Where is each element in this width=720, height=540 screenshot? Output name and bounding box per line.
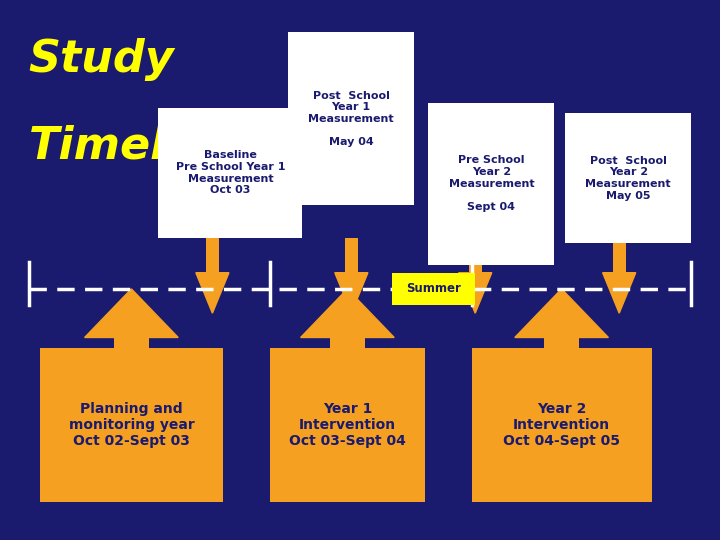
FancyBboxPatch shape xyxy=(613,238,626,273)
FancyBboxPatch shape xyxy=(288,32,414,205)
FancyBboxPatch shape xyxy=(40,348,223,502)
FancyBboxPatch shape xyxy=(345,238,358,273)
Polygon shape xyxy=(459,273,492,313)
Polygon shape xyxy=(196,273,229,313)
Text: Pre School
Year 2
Measurement

Sept 04: Pre School Year 2 Measurement Sept 04 xyxy=(449,156,534,212)
FancyBboxPatch shape xyxy=(472,348,652,502)
Text: Study: Study xyxy=(29,38,174,81)
Polygon shape xyxy=(603,273,636,313)
FancyBboxPatch shape xyxy=(392,273,475,305)
FancyBboxPatch shape xyxy=(206,238,219,273)
FancyBboxPatch shape xyxy=(428,103,554,265)
Text: Post  School
Year 2
Measurement
May 05: Post School Year 2 Measurement May 05 xyxy=(585,156,671,200)
Polygon shape xyxy=(515,289,608,338)
Polygon shape xyxy=(301,289,395,338)
Text: Timeline: Timeline xyxy=(29,124,243,167)
FancyBboxPatch shape xyxy=(158,108,302,238)
Text: Year 2
Intervention
Oct 04-Sept 05: Year 2 Intervention Oct 04-Sept 05 xyxy=(503,402,620,448)
Text: Summer: Summer xyxy=(406,282,462,295)
Polygon shape xyxy=(85,289,179,338)
Text: Planning and
monitoring year
Oct 02-Sept 03: Planning and monitoring year Oct 02-Sept… xyxy=(68,402,194,448)
FancyBboxPatch shape xyxy=(330,338,365,348)
FancyBboxPatch shape xyxy=(544,338,580,348)
Text: Year 1
Intervention
Oct 03-Sept 04: Year 1 Intervention Oct 03-Sept 04 xyxy=(289,402,406,448)
FancyBboxPatch shape xyxy=(469,238,482,273)
Polygon shape xyxy=(335,273,368,313)
FancyBboxPatch shape xyxy=(270,348,425,502)
FancyBboxPatch shape xyxy=(114,338,149,348)
FancyBboxPatch shape xyxy=(565,113,691,243)
Text: Baseline
Pre School Year 1
Measurement
Oct 03: Baseline Pre School Year 1 Measurement O… xyxy=(176,151,285,195)
Text: Post  School
Year 1
Measurement

May 04: Post School Year 1 Measurement May 04 xyxy=(308,91,394,147)
